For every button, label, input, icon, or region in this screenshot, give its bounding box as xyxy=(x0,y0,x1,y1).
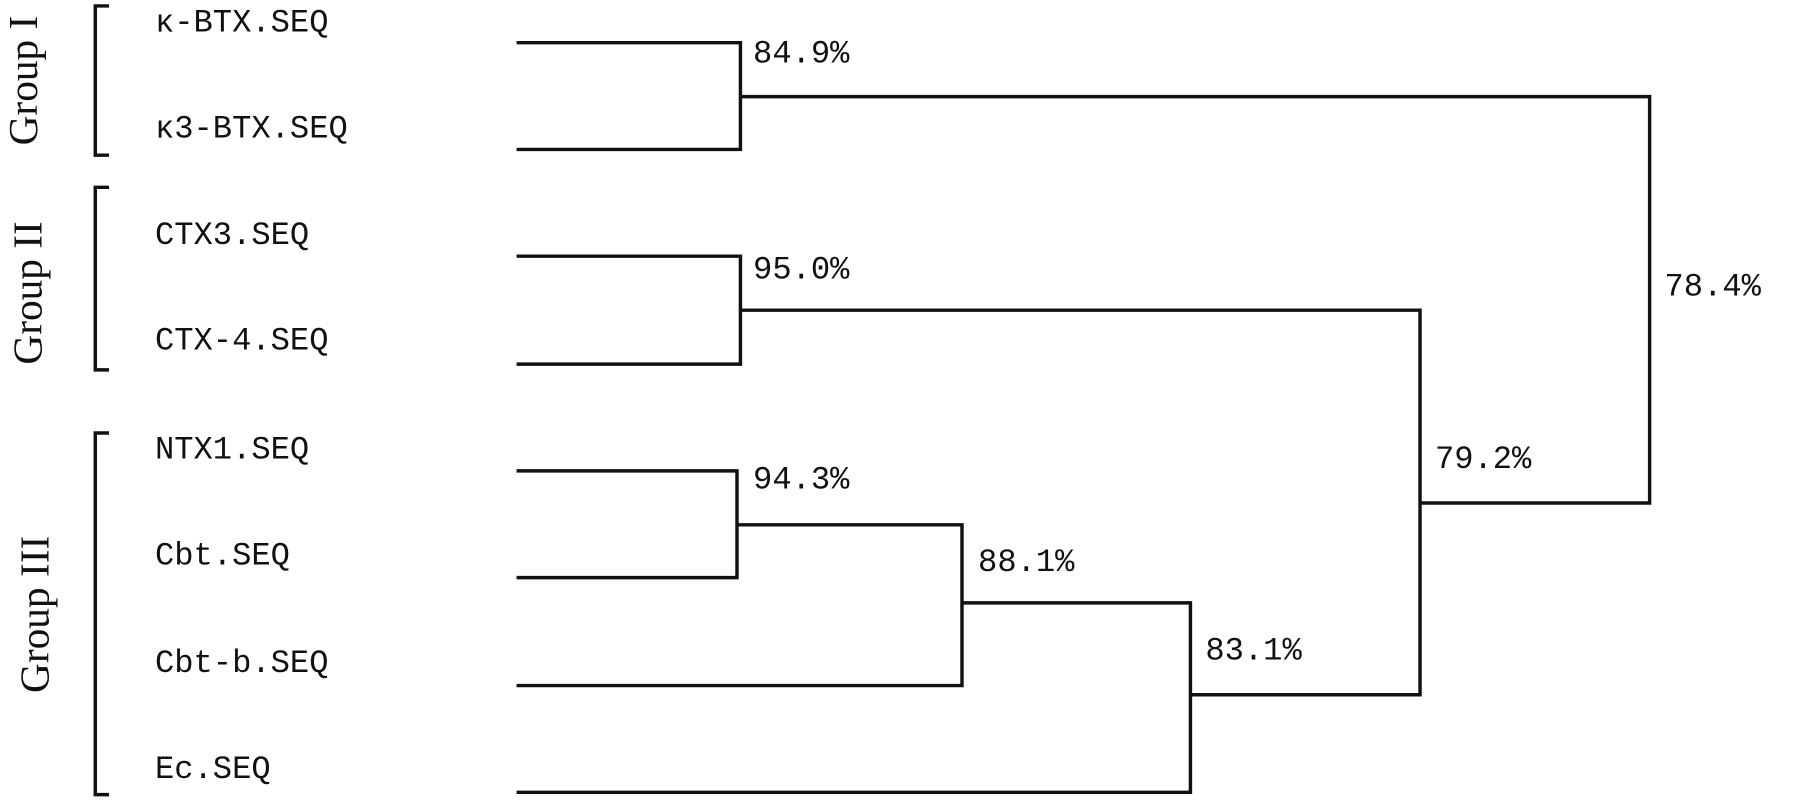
leaf-label: CTX3.SEQ xyxy=(155,217,309,254)
branch xyxy=(740,94,1652,505)
node-label: 94.3% xyxy=(753,462,850,499)
branch xyxy=(516,254,743,366)
leaf-label: Ec.SEQ xyxy=(155,751,271,788)
group-label: Group III xyxy=(12,536,58,693)
node-label: 88.1% xyxy=(978,544,1075,581)
branch xyxy=(516,523,964,688)
node-label: 83.1% xyxy=(1205,633,1302,670)
leaf-label: CTX-4.SEQ xyxy=(155,323,329,360)
bracket xyxy=(93,185,110,372)
node-label: 95.0% xyxy=(753,251,850,288)
leaf-label: κ-BTX.SEQ xyxy=(155,5,329,42)
branch xyxy=(516,469,739,580)
leaf-label: NTX1.SEQ xyxy=(155,432,309,469)
node-label: 84.9% xyxy=(753,36,850,73)
node-label: 78.4% xyxy=(1665,269,1762,306)
branch xyxy=(740,308,1422,697)
bracket xyxy=(93,4,110,157)
leaf-label: Cbt.SEQ xyxy=(155,537,290,574)
leaf-label: Cbt-b.SEQ xyxy=(155,645,329,682)
group-label: Group I xyxy=(0,16,46,146)
group-label: Group II xyxy=(5,221,51,364)
branch xyxy=(516,601,1193,795)
tree-lines xyxy=(93,4,1652,797)
bracket xyxy=(93,431,110,797)
node-label: 79.2% xyxy=(1435,441,1532,478)
leaf-label: κ3-BTX.SEQ xyxy=(155,110,348,147)
branch xyxy=(516,40,743,152)
